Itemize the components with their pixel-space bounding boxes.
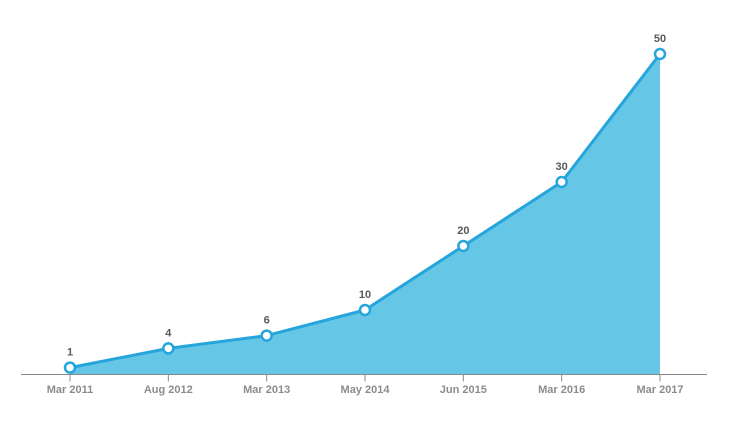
x-axis-label: Aug 2012 (144, 384, 193, 396)
x-axis-label: Mar 2013 (243, 384, 290, 396)
data-point-label: 10 (359, 289, 371, 301)
data-point-marker (162, 342, 175, 355)
data-point-label: 6 (264, 315, 270, 327)
data-point-label: 4 (165, 327, 172, 339)
data-point-label: 1 (67, 347, 73, 359)
data-point-marker (63, 361, 77, 374)
data-point-label: 50 (654, 33, 666, 45)
x-axis-label: Jun 2015 (440, 384, 487, 396)
data-point-marker (457, 239, 470, 253)
data-point-marker (555, 175, 568, 189)
area-fill (70, 54, 660, 375)
x-axis-label: May 2014 (341, 384, 391, 396)
x-axis-label: Mar 2016 (538, 384, 585, 396)
x-axis-label: Mar 2017 (636, 384, 683, 396)
data-point-marker (358, 303, 372, 317)
data-point-label: 20 (457, 225, 469, 237)
data-point-label: 30 (556, 161, 568, 173)
data-point-marker (653, 47, 667, 61)
data-point-marker (260, 329, 273, 342)
x-axis-label: Mar 2011 (47, 384, 93, 396)
